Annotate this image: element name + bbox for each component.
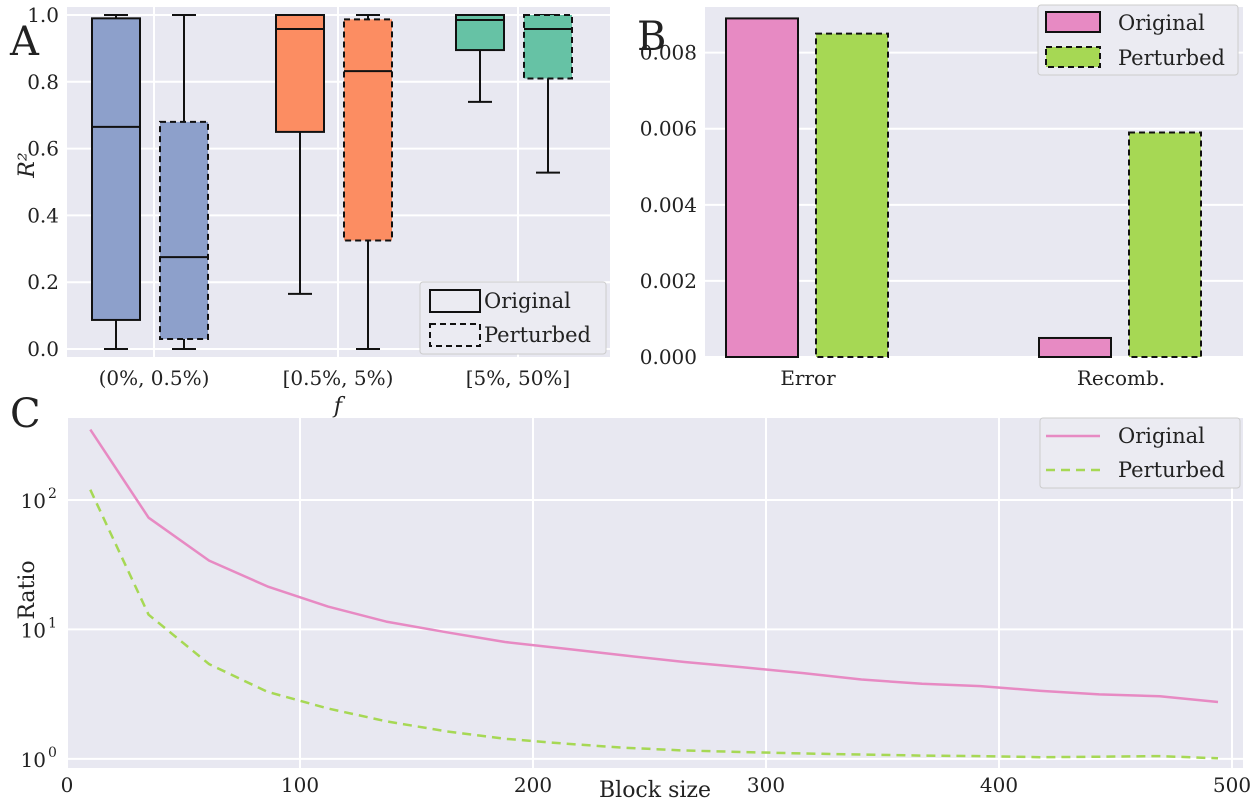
panel-b-x-tick-label: Error	[780, 366, 836, 390]
panel-a-gridlines	[67, 7, 610, 357]
panel-a-y-tick-label: 0.0	[27, 337, 59, 361]
panel-a-legend-frame	[419, 281, 607, 355]
panel-b-y-tick-labels: 0.000 0.002 0.004 0.006 0.008	[640, 41, 697, 369]
panel-c-legend: Original Perturbed	[1039, 417, 1241, 489]
panel-c-letter: C	[10, 391, 41, 437]
panel-a-box	[343, 18, 393, 242]
panel-c-x-tick-label: 0	[61, 773, 74, 797]
panel-a-legend-swatch-perturbed	[429, 323, 481, 347]
panel-b-bars	[725, 17, 1202, 359]
panel-a-legend-label-original: Original	[484, 289, 571, 313]
panel-a: 0.0 0.2 0.4 0.6 0.8 1.0 (0%, 0.5%) [0.5%, 5%) […	[9, 3, 610, 419]
panel-b-letter: B	[637, 14, 666, 60]
panel-c-x-tick-label: 500	[1213, 773, 1251, 797]
panel-b-legend-swatch-original	[1045, 11, 1101, 33]
panel-a-y-tick-labels: 0.0 0.2 0.4 0.6 0.8 1.0	[27, 3, 59, 361]
panel-a-box	[159, 120, 209, 340]
panel-b-legend-label-perturbed: Perturbed	[1118, 46, 1225, 70]
panel-a-y-tick-label: 0.6	[27, 137, 59, 161]
panel-c-y-tick-exponent: 0	[48, 745, 57, 761]
panel-a-x-tick-label: [5%, 50%]	[466, 366, 571, 390]
panel-a-legend-label-perturbed: Perturbed	[484, 323, 591, 347]
panel-c-x-tick-label: 200	[514, 773, 552, 797]
panel-a-y-tick-label: 0.2	[27, 270, 59, 294]
panel-a-box	[275, 14, 325, 133]
panel-a-y-axis-label: R²	[15, 152, 40, 178]
panel-c-x-tick-labels: 0 100 200 300 400 500	[61, 773, 1251, 797]
panel-b-y-tick-label: 0.006	[640, 117, 697, 141]
panel-a-box	[523, 14, 573, 80]
panel-b-y-tick-label: 0.002	[640, 269, 697, 293]
panel-a-y-tick-label: 0.8	[27, 70, 59, 94]
panel-c-series-line	[89, 428, 1219, 704]
panel-c-y-axis-label: Ratio	[15, 560, 40, 619]
panel-b-legend: Original Perturbed	[1037, 4, 1239, 76]
panel-a-x-tick-label: [0.5%, 5%)	[283, 366, 394, 390]
panel-b-y-tick-label: 0.008	[640, 41, 697, 65]
panel-b-bar	[815, 32, 889, 359]
panel-b-y-tick-label: 0.004	[640, 193, 697, 217]
panel-b-bar	[1038, 336, 1112, 359]
panel-b-x-tick-label: Recomb.	[1077, 366, 1165, 390]
panel-c-gridlines	[66, 418, 1243, 768]
panel-b-bar	[725, 17, 799, 358]
panel-c-x-tick-label: 400	[980, 773, 1018, 797]
panel-a-box	[91, 17, 141, 321]
panel-a-y-tick-label: 1.0	[27, 3, 59, 27]
panel-a-boxes	[91, 14, 573, 350]
panel-c-lines	[89, 428, 1219, 760]
panel-b-legend-label-original: Original	[1118, 11, 1205, 35]
panel-a-x-axis-label: f	[332, 394, 346, 419]
panel-a-x-tick-label: (0%, 0.5%)	[99, 366, 210, 390]
panel-a-x-tick-labels: (0%, 0.5%) [0.5%, 5%) [5%, 50%]	[99, 366, 571, 390]
panel-c-y-tick-label: 10	[21, 618, 46, 642]
panel-c-y-tick-label: 10	[21, 748, 46, 772]
panel-c-y-tick-label: 10	[21, 489, 46, 513]
panel-c-series-line	[89, 489, 1219, 760]
panel-c-y-tick-exponent: 1	[48, 615, 57, 631]
panel-a-legend-swatch-original	[429, 289, 481, 313]
panel-c-y-tick-exponent: 2	[48, 486, 57, 502]
panel-b-y-tick-label: 0.000	[640, 345, 697, 369]
panel-a-legend: Original Perturbed	[419, 281, 607, 355]
panel-a-y-tick-label: 0.4	[27, 203, 59, 227]
panel-c-x-tick-label: 300	[747, 773, 785, 797]
panel-a-letter: A	[9, 19, 40, 65]
panel-c-x-tick-label: 100	[281, 773, 319, 797]
panel-c-legend-label-perturbed: Perturbed	[1118, 458, 1225, 482]
panel-c-x-axis-label: Block size	[599, 778, 711, 801]
panel-b-bar	[1128, 131, 1202, 358]
panel-b-x-tick-labels: Error Recomb.	[780, 366, 1165, 390]
panel-b-legend-swatch-perturbed	[1045, 46, 1101, 68]
panel-c-legend-label-original: Original	[1118, 424, 1205, 448]
panel-b: 0.000 0.002 0.004 0.006 0.008 Error Recomb. O…	[637, 4, 1243, 390]
